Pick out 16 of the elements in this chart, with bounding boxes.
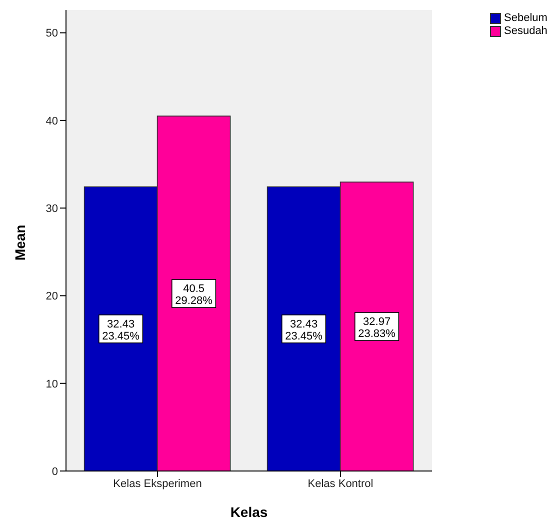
x-axis-title: Kelas <box>230 504 268 520</box>
data-label: 32.97 23.83% <box>358 316 396 340</box>
y-tick-label: 20 <box>46 290 58 303</box>
y-tick-label: 30 <box>46 202 58 215</box>
y-tick-label: 40 <box>46 115 58 128</box>
data-label: 32.43 23.45% <box>102 318 140 342</box>
legend-label: Sebelum <box>504 12 548 25</box>
y-axis-title: Mean <box>12 224 28 260</box>
y-tick-label: 50 <box>46 28 58 40</box>
data-label: 40.5 29.28% <box>175 283 213 308</box>
legend-label: Sesudah <box>504 25 548 38</box>
data-label: 32.43 23.45% <box>285 318 323 342</box>
x-tick-label: Kelas Eksperimen <box>113 478 202 490</box>
x-tick-label: Kelas Kontrol <box>308 478 374 490</box>
y-tick-label: 10 <box>46 378 58 390</box>
y-tick-label: 0 <box>52 466 58 478</box>
